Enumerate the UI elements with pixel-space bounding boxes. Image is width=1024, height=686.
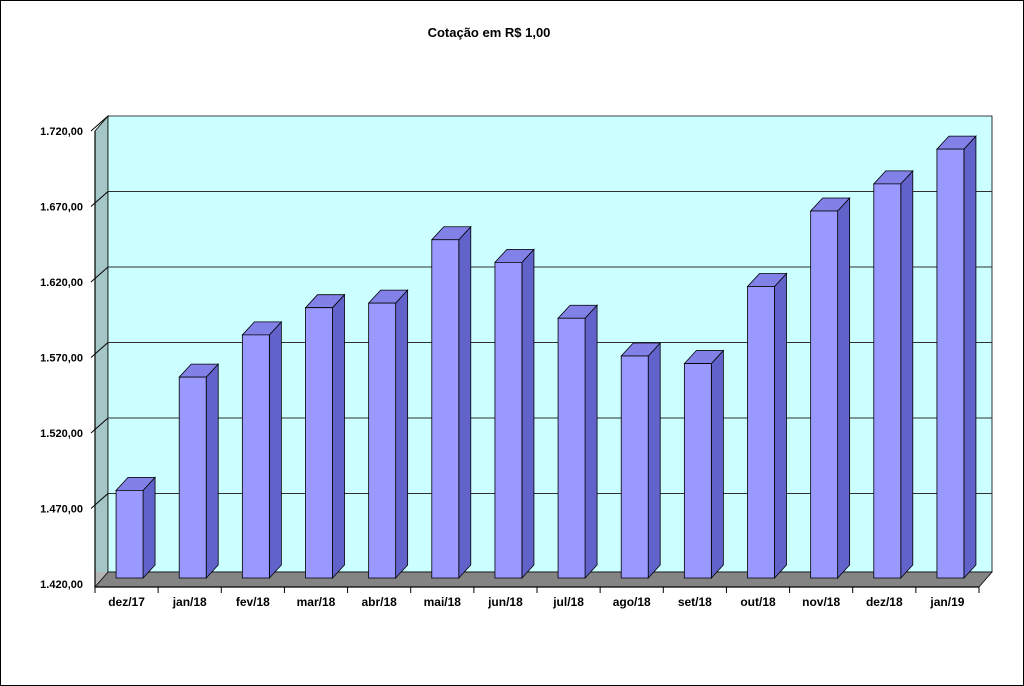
bar-face	[494, 261, 523, 579]
x-axis-label: jan/19	[929, 595, 964, 609]
bar-mai-18	[430, 225, 472, 580]
x-axis-label: ago/18	[613, 595, 651, 609]
y-axis-label: 1.720,00	[40, 126, 83, 138]
bar-jan-19	[936, 135, 977, 580]
x-axis-label: jun/18	[487, 595, 523, 609]
bar-jan-18	[178, 363, 220, 580]
bar-nov-18	[809, 197, 851, 580]
bar-set-18	[683, 349, 725, 580]
x-axis-label: jul/18	[552, 595, 584, 609]
bar-face	[395, 289, 409, 580]
x-axis-label: mar/18	[297, 595, 336, 609]
bar-jul-18	[557, 304, 598, 580]
x-axis-label: mai/18	[424, 595, 462, 609]
x-axis-label: dez/17	[108, 595, 145, 609]
bar-face	[774, 272, 787, 580]
bar-face	[584, 304, 598, 580]
y-axis-label: 1.470,00	[40, 504, 83, 516]
bar-face	[458, 225, 472, 580]
y-axis-label: 1.520,00	[40, 428, 83, 440]
bar-fev-18	[241, 320, 283, 580]
bar-face	[810, 210, 839, 579]
bar-abr-18	[367, 289, 409, 580]
ytick-connector	[90, 115, 109, 132]
ytick-connector	[90, 342, 109, 358]
bar-mar-18	[304, 293, 346, 580]
ytick-connector	[90, 493, 109, 509]
x-axis-label: dez/18	[866, 595, 903, 609]
ytick-connector	[90, 417, 109, 434]
bar-face	[268, 320, 282, 580]
bar-dez-17	[115, 476, 156, 580]
bar-face	[241, 334, 270, 579]
bar-face	[837, 197, 851, 580]
bar-face	[368, 302, 397, 579]
ytick-connector	[90, 191, 109, 207]
chart-title: Cotação em R$ 1,00	[427, 25, 551, 40]
bar-face	[305, 307, 333, 579]
y-axis-label: 1.670,00	[40, 202, 83, 214]
x-axis-label: set/18	[678, 595, 712, 609]
bar-face	[142, 476, 156, 580]
plot-side-wall	[94, 114, 109, 589]
bar-face	[647, 341, 661, 580]
plot-floor	[94, 571, 993, 588]
x-axis-label: jan/18	[172, 595, 207, 609]
y-axis-label: 1.620,00	[40, 277, 83, 289]
x-axis-label: nov/18	[802, 595, 840, 609]
bar-jun-18	[494, 248, 535, 580]
bar-out-18	[746, 272, 788, 580]
bar-face	[332, 293, 345, 580]
y-axis-label: 1.420,00	[40, 579, 83, 591]
bar-face	[873, 183, 902, 579]
bar-face	[710, 349, 724, 580]
x-axis-label: fev/18	[236, 595, 270, 609]
bar-face	[936, 148, 965, 579]
bar-face	[963, 135, 977, 580]
bar-face	[683, 363, 712, 579]
bar-face	[557, 317, 586, 579]
bar-face	[747, 286, 775, 579]
bar-face	[900, 169, 914, 580]
bar-dez-18	[872, 169, 914, 580]
bar-face	[205, 363, 219, 580]
plot-back-wall	[107, 115, 993, 573]
bar-ago-18	[620, 341, 662, 580]
bar-face	[521, 248, 535, 580]
y-axis-label: 1.570,00	[40, 353, 83, 365]
bar-face	[115, 489, 144, 579]
x-axis-label: abr/18	[361, 595, 397, 609]
x-axis-label: out/18	[740, 595, 776, 609]
bar-face	[620, 355, 649, 579]
bar-face	[431, 239, 460, 579]
bar-face	[178, 376, 207, 579]
ytick-connector	[90, 266, 109, 283]
